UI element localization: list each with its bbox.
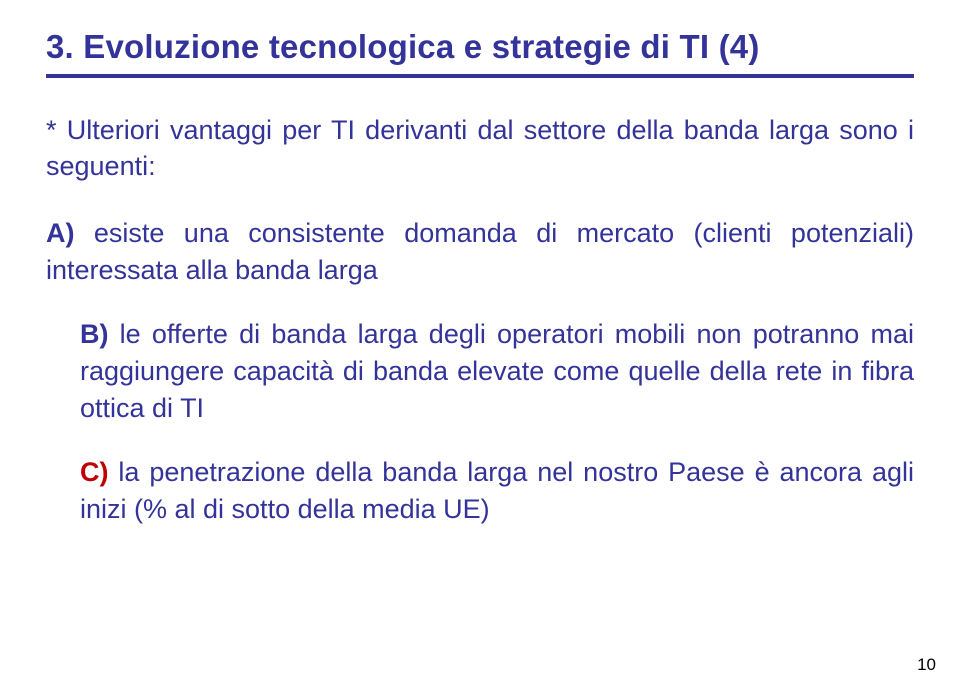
bullet-item-c: C) la penetrazione della banda larga nel… — [46, 454, 914, 527]
slide-root: 3. Evoluzione tecnologica e strategie di… — [0, 0, 960, 691]
bullet-text: la penetrazione della banda larga nel no… — [80, 457, 914, 524]
intro-text: * Ulteriori vantaggi per TI derivanti da… — [46, 112, 914, 185]
bullet-text: le offerte di banda larga degli operator… — [80, 319, 914, 422]
page-number: 10 — [917, 655, 936, 675]
bullet-text: esiste una consistente domanda di mercat… — [46, 218, 914, 285]
bullet-item-a: A) esiste una consistente domanda di mer… — [46, 215, 914, 288]
bullet-label: A) — [46, 218, 75, 248]
bullet-item-b: B) le offerte di banda larga degli opera… — [46, 316, 914, 426]
bullet-label: C) — [80, 457, 109, 487]
bullet-label: B) — [80, 319, 109, 349]
slide-title: 3. Evoluzione tecnologica e strategie di… — [46, 28, 914, 66]
title-underline — [46, 74, 914, 78]
